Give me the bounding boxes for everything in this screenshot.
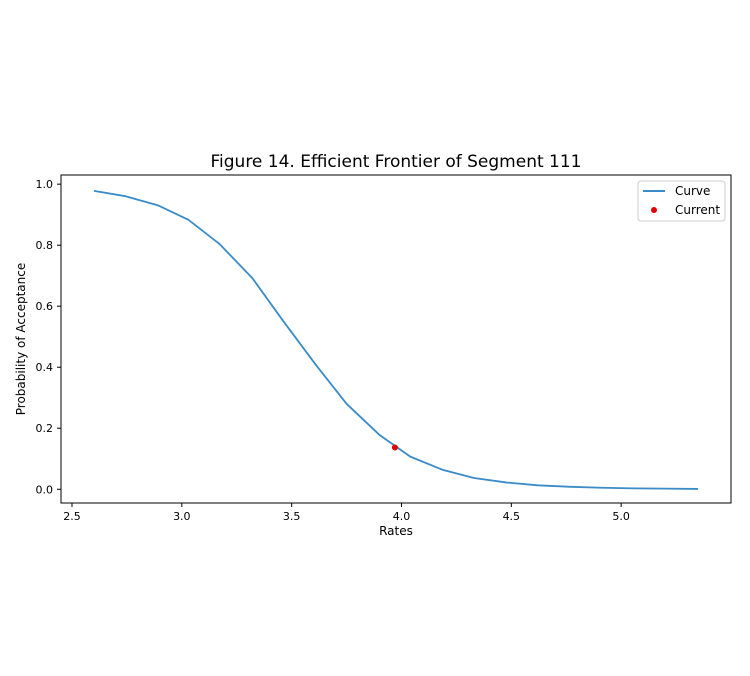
- x-axis-label: Rates: [379, 524, 413, 538]
- y-tick-label: 0.2: [36, 422, 54, 435]
- chart-title: Figure 14. Efficient Frontier of Segment…: [210, 152, 581, 172]
- x-tick-label: 3.0: [173, 510, 191, 523]
- y-axis-label: Probability of Acceptance: [14, 263, 28, 415]
- y-tick-label: 0.4: [36, 361, 54, 374]
- y-tick-label: 0.8: [36, 239, 54, 252]
- y-tick-label: 1.0: [36, 178, 54, 191]
- legend: Curve Current: [637, 180, 726, 222]
- x-tick-label: 3.5: [283, 510, 301, 523]
- current-point: [391, 444, 398, 451]
- series-layer: [93, 189, 699, 490]
- series-line-curve: [93, 189, 699, 490]
- x-tick-label: 4.0: [393, 510, 411, 523]
- y-axis-ticks: 0.0 0.2 0.4 0.6 0.8 1.0: [36, 178, 61, 496]
- y-tick-label: 0.6: [36, 300, 54, 313]
- x-axis-ticks: 2.5 3.0 3.5 4.0 4.5 5.0: [63, 503, 630, 523]
- x-tick-label: 5.0: [612, 510, 630, 523]
- legend-current-swatch: [651, 207, 657, 213]
- legend-current-label: Current: [675, 203, 720, 217]
- legend-curve-label: Curve: [675, 184, 710, 198]
- y-tick-label: 0.0: [36, 483, 54, 496]
- plot-frame: [60, 174, 732, 504]
- x-tick-label: 4.5: [503, 510, 521, 523]
- x-tick-label: 2.5: [63, 510, 81, 523]
